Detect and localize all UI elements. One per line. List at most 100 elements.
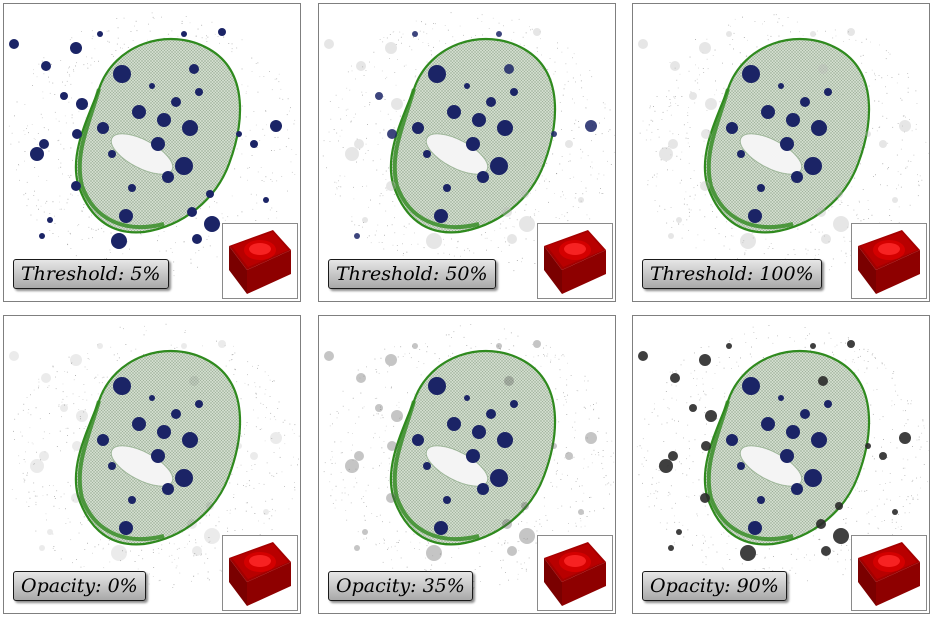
context-blob — [345, 459, 359, 473]
focus-blob — [477, 171, 489, 183]
context-blob — [879, 140, 887, 148]
context-blob — [189, 376, 199, 386]
focus-blob — [428, 377, 446, 395]
vessel-edge-highlight — [392, 400, 480, 542]
context-blob — [701, 129, 711, 139]
volume-render-scene — [9, 323, 300, 589]
context-blob — [236, 443, 242, 449]
vessel-edge-highlight — [77, 88, 165, 230]
context-blob — [810, 31, 816, 37]
focus-blob — [447, 105, 461, 119]
focus-blob — [464, 83, 470, 89]
volume-render-scene — [322, 12, 615, 277]
context-blob — [72, 441, 82, 451]
context-blob — [181, 31, 187, 37]
focus-blob — [412, 434, 424, 446]
context-blob — [412, 31, 418, 37]
context-blob — [578, 197, 584, 203]
inset-thumbnail — [222, 223, 298, 299]
volume-render-scene — [636, 325, 929, 588]
focus-blob — [428, 65, 446, 83]
context-blob — [740, 233, 756, 249]
context-blob — [356, 373, 366, 383]
focus-blob — [412, 122, 424, 134]
context-blob — [899, 120, 911, 132]
context-blob — [521, 190, 529, 198]
context-blob — [72, 129, 82, 139]
focus-blob — [791, 483, 803, 495]
context-blob — [689, 92, 697, 100]
context-blob — [519, 528, 535, 544]
context-blob — [519, 216, 535, 232]
focus-blob — [466, 137, 480, 151]
focus-blob — [761, 105, 775, 119]
focus-blob — [97, 434, 109, 446]
focus-blob — [742, 65, 760, 83]
context-blob — [521, 502, 529, 510]
context-blob — [30, 147, 44, 161]
panel-label: Threshold: 50% — [328, 259, 496, 289]
context-blob — [218, 28, 226, 36]
focus-blob — [162, 483, 174, 495]
context-blob — [504, 64, 514, 74]
focus-blob — [157, 425, 171, 439]
panel-opacity-0: Opacity: 0% — [3, 315, 301, 614]
context-blob — [833, 528, 849, 544]
context-blob — [250, 452, 258, 460]
vessel-edge-highlight — [392, 88, 480, 230]
vessel-surface — [703, 349, 871, 546]
context-blob — [9, 39, 19, 49]
panel-opacity-90: Opacity: 90% — [632, 315, 930, 614]
context-blob — [76, 98, 88, 110]
focus-blob — [119, 521, 133, 535]
context-blob — [585, 120, 597, 132]
vessel-surface — [74, 349, 242, 546]
context-blob — [676, 529, 682, 535]
context-blob — [386, 181, 396, 191]
context-blob — [496, 343, 502, 349]
focus-blob — [472, 113, 486, 127]
panel-label: Opacity: 90% — [642, 571, 787, 601]
vessel-surface — [389, 349, 557, 546]
context-blob — [111, 233, 127, 249]
vessel-edge-highlight — [77, 400, 165, 542]
context-blob — [533, 340, 541, 348]
context-blob — [324, 39, 334, 49]
context-blob — [668, 233, 674, 239]
focus-blob — [132, 105, 146, 119]
context-blobs — [324, 340, 597, 561]
context-blob — [426, 233, 442, 249]
context-blob — [187, 519, 197, 529]
context-blob — [387, 441, 397, 451]
context-blob — [71, 181, 81, 191]
context-blob — [250, 140, 258, 148]
vessel-surface — [74, 37, 242, 234]
context-blob — [181, 343, 187, 349]
context-blob — [847, 28, 855, 36]
focus-blob — [97, 122, 109, 134]
context-blobs — [9, 340, 282, 561]
context-blob — [668, 451, 678, 461]
focus-blob — [811, 120, 827, 136]
focus-blob — [195, 400, 203, 408]
context-blob — [30, 459, 44, 473]
panel-threshold-50: Threshold: 50% — [318, 3, 616, 302]
focus-blobs — [412, 377, 518, 535]
context-blob — [700, 181, 710, 191]
context-blob — [670, 373, 680, 383]
focus-blob — [443, 496, 451, 504]
context-blob — [668, 545, 674, 551]
vessel-surface — [389, 37, 557, 234]
focus-blob — [128, 496, 136, 504]
context-blob — [60, 92, 68, 100]
context-blobs — [9, 28, 282, 249]
context-blob — [865, 443, 871, 449]
context-blob — [204, 528, 220, 544]
context-blob — [356, 61, 366, 71]
context-blob — [218, 340, 226, 348]
focus-blob — [786, 113, 800, 127]
context-blob — [496, 31, 502, 37]
context-blob — [585, 432, 597, 444]
focus-blob — [175, 157, 193, 175]
context-blob — [818, 64, 828, 74]
